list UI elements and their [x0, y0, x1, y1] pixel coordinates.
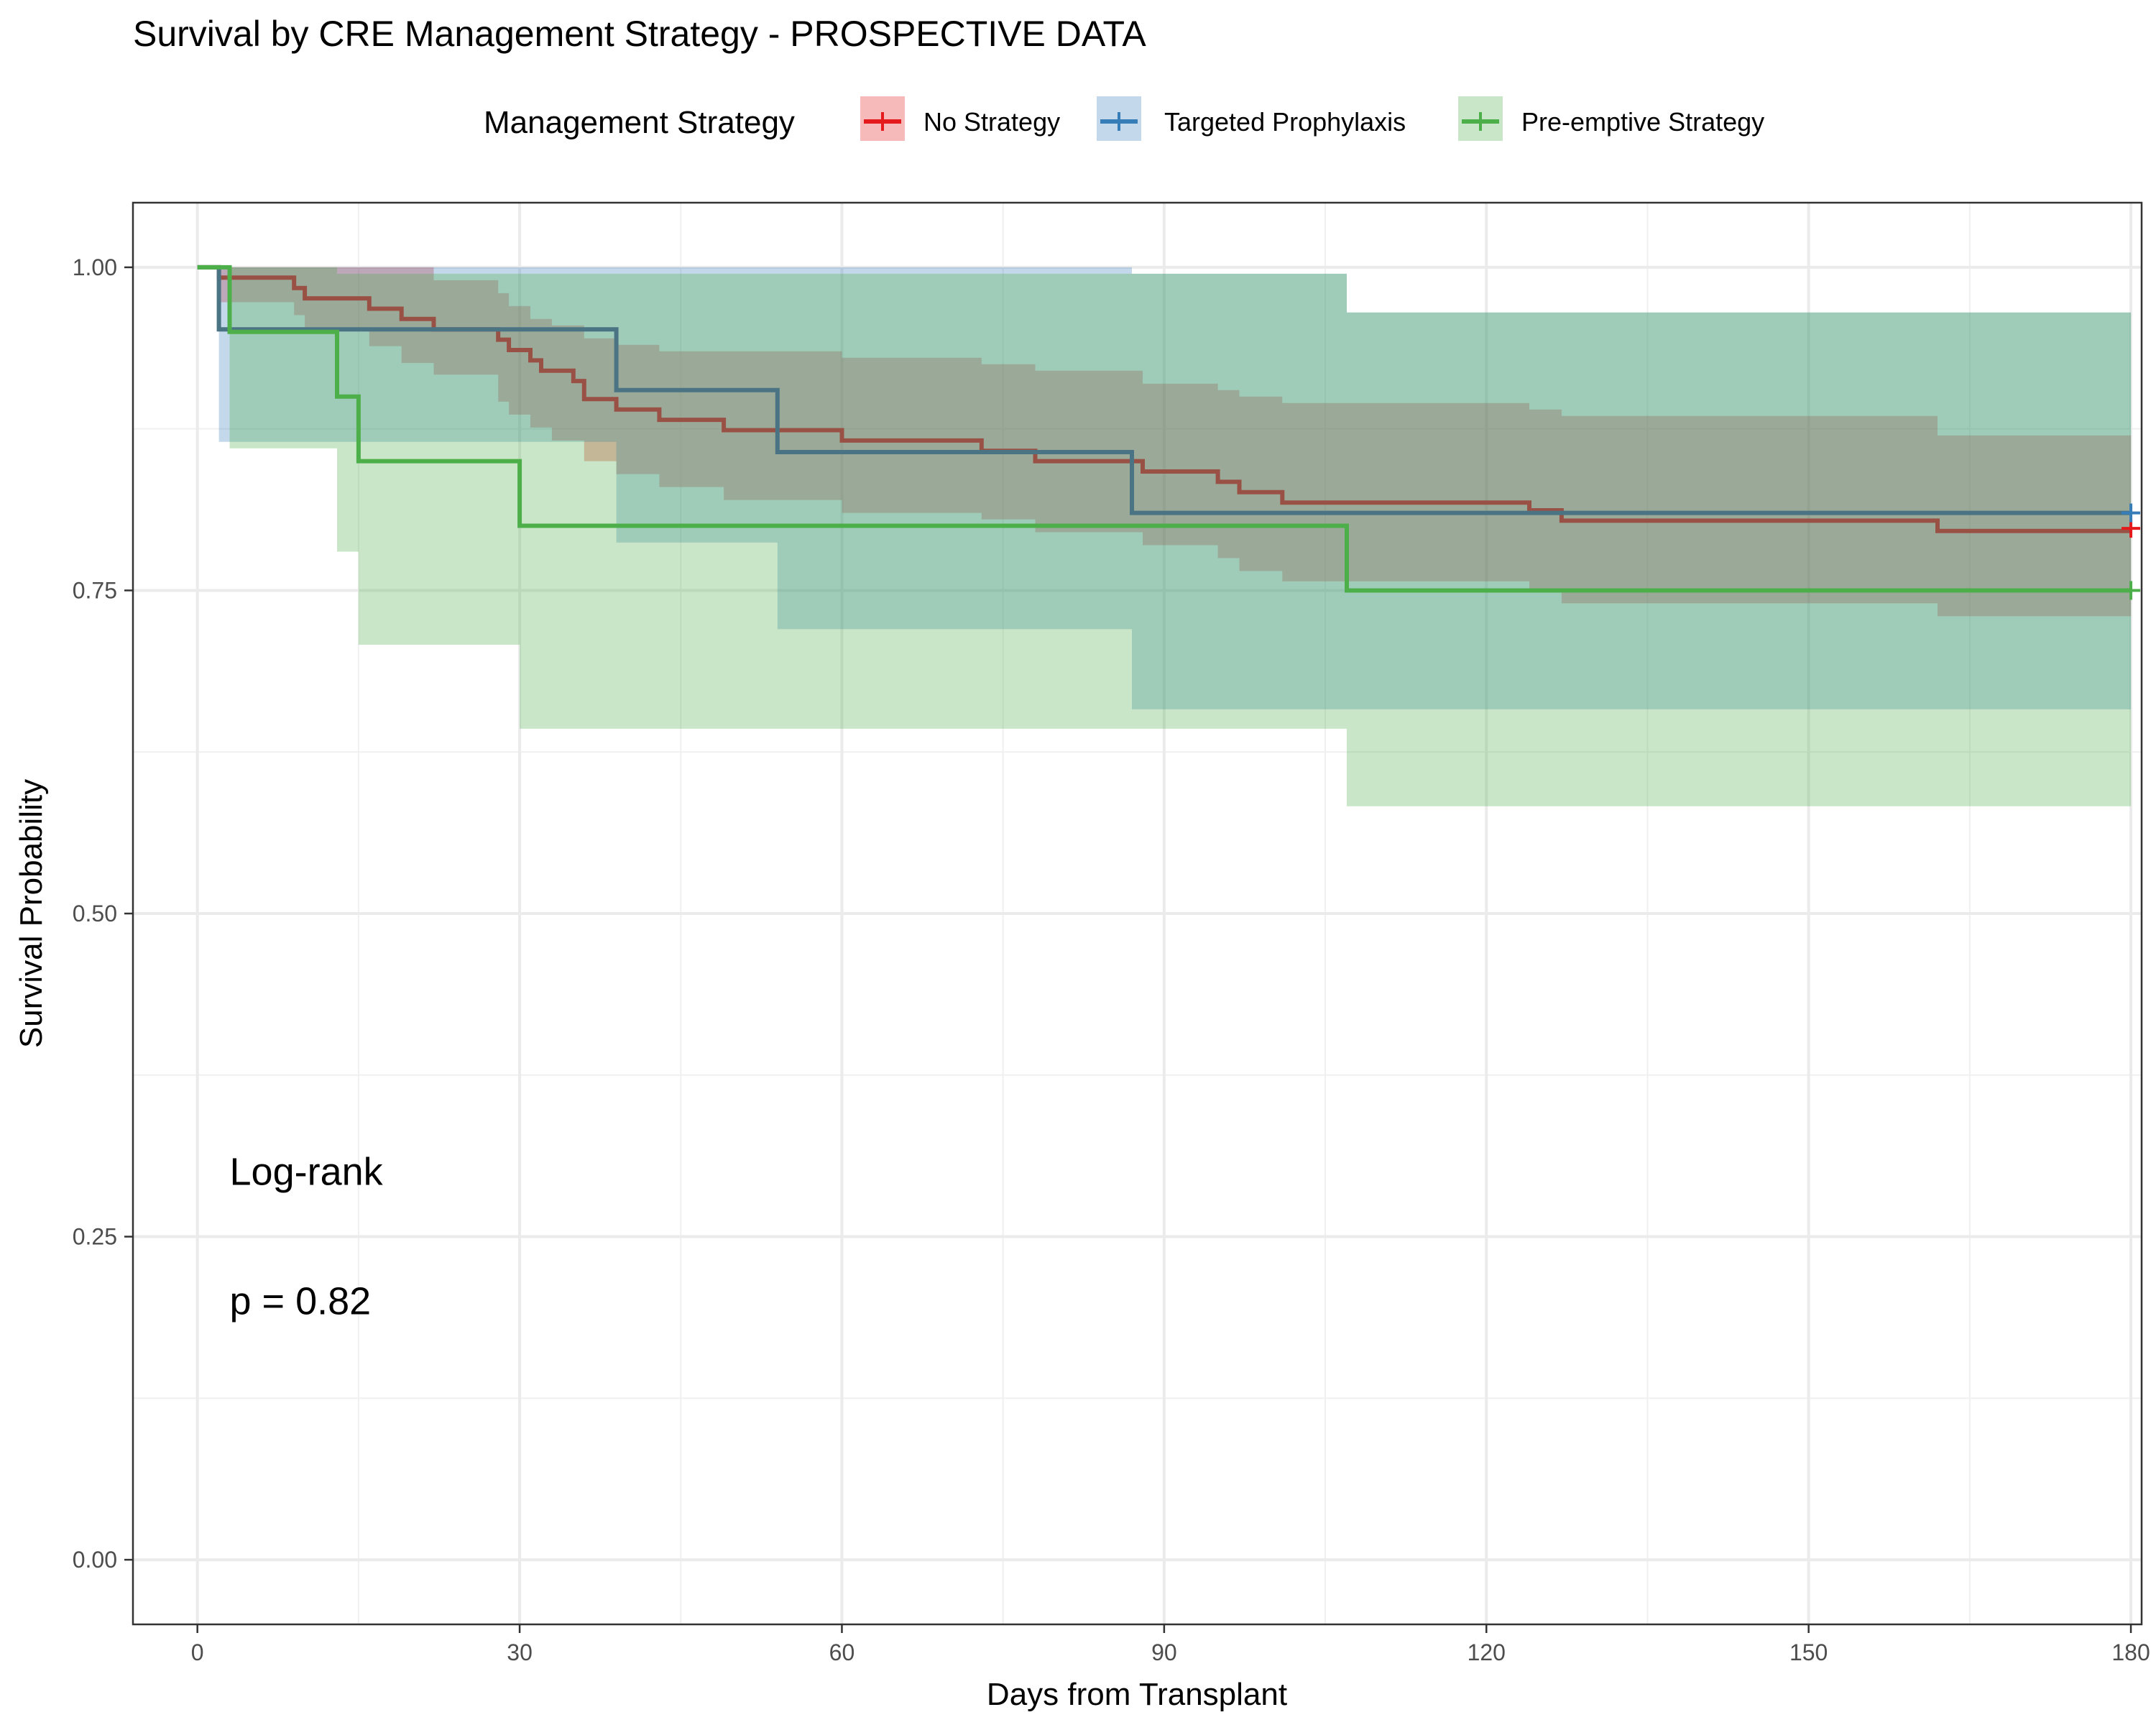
legend-label: Targeted Prophylaxis — [1164, 107, 1406, 137]
y-tick-label: 0.25 — [73, 1224, 117, 1250]
x-tick-label: 30 — [507, 1639, 533, 1665]
x-axis: 0 30 60 90 120 150 180 — [191, 1624, 2150, 1665]
ci-band-targeted-prophylaxis — [197, 267, 2132, 709]
ci-band-no-strategy — [197, 267, 2132, 617]
y-tick-label: 0.00 — [73, 1547, 117, 1573]
x-tick-label: 150 — [1789, 1639, 1828, 1665]
ci-band-pre-emptive-strategy — [197, 267, 2132, 806]
legend-item-targeted-prophylaxis: Targeted Prophylaxis — [1097, 96, 1406, 141]
curve-no-strategy — [197, 264, 2132, 533]
curve-targeted-prophylaxis — [197, 264, 2132, 515]
chart-title: Survival by CRE Management Strategy - PR… — [133, 14, 1146, 54]
legend-item-no-strategy: No Strategy — [860, 96, 1060, 141]
annotations: Log-rank p = 0.82 — [230, 1151, 384, 1323]
logrank-label: Log-rank — [230, 1151, 384, 1194]
y-tick-label: 0.75 — [73, 577, 117, 603]
confidence-bands — [197, 267, 2132, 806]
censor-marks — [2122, 503, 2141, 600]
p-value-label: p = 0.82 — [230, 1279, 372, 1322]
legend-label: Pre-emptive Strategy — [1521, 107, 1764, 137]
curve-pre-emptive-strategy — [197, 264, 2132, 593]
legend-items: No Strategy Targeted Prophylaxis Pre-empti… — [860, 96, 1764, 141]
x-tick-label: 180 — [2111, 1639, 2150, 1665]
y-axis: 0.00 0.25 0.50 0.75 1.00 — [73, 254, 133, 1573]
x-axis-title: Days from Transplant — [987, 1677, 1287, 1712]
legend-label: No Strategy — [923, 107, 1060, 137]
legend-title: Management Strategy — [484, 105, 795, 140]
x-tick-label: 90 — [1151, 1639, 1177, 1665]
y-axis-title: Survival Probability — [14, 779, 49, 1048]
legend: Management Strategy No Strategy Targeted … — [484, 96, 1764, 141]
x-tick-label: 0 — [191, 1639, 204, 1665]
survival-curves — [197, 264, 2132, 593]
x-tick-label: 60 — [829, 1639, 855, 1665]
y-tick-label: 0.50 — [73, 901, 117, 926]
legend-item-pre-emptive-strategy: Pre-emptive Strategy — [1458, 96, 1764, 141]
y-tick-label: 1.00 — [73, 254, 117, 280]
x-tick-label: 120 — [1468, 1639, 1506, 1665]
plot-area: Log-rank p = 0.82 — [132, 201, 2143, 1626]
